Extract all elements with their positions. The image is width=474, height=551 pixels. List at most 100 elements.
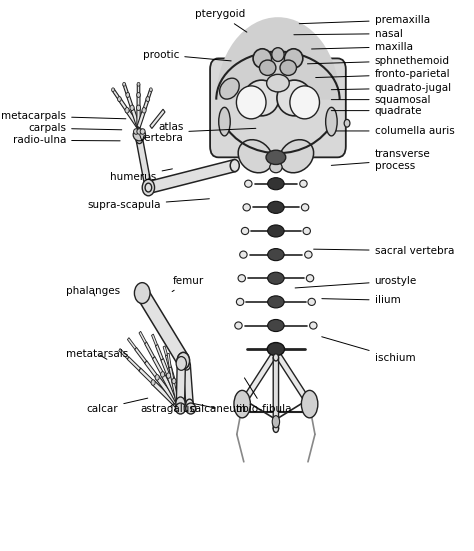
Ellipse shape — [219, 107, 230, 136]
Ellipse shape — [280, 60, 296, 75]
FancyBboxPatch shape — [152, 381, 183, 413]
FancyBboxPatch shape — [128, 338, 136, 349]
FancyBboxPatch shape — [153, 356, 164, 375]
Ellipse shape — [136, 285, 148, 301]
Text: ilium: ilium — [322, 295, 401, 305]
Ellipse shape — [268, 320, 284, 332]
Ellipse shape — [268, 225, 284, 237]
Ellipse shape — [186, 403, 196, 414]
Text: pterygoid: pterygoid — [195, 9, 247, 32]
Ellipse shape — [273, 425, 279, 433]
Ellipse shape — [149, 88, 152, 91]
Ellipse shape — [135, 283, 150, 304]
FancyBboxPatch shape — [145, 361, 158, 379]
FancyBboxPatch shape — [169, 367, 180, 409]
Ellipse shape — [268, 296, 284, 308]
Ellipse shape — [235, 322, 242, 329]
Ellipse shape — [133, 129, 146, 141]
Ellipse shape — [240, 251, 247, 258]
Ellipse shape — [303, 228, 310, 235]
Ellipse shape — [301, 390, 318, 418]
FancyBboxPatch shape — [118, 98, 128, 112]
Ellipse shape — [186, 399, 193, 409]
FancyBboxPatch shape — [130, 107, 140, 128]
Ellipse shape — [244, 80, 279, 116]
Ellipse shape — [344, 120, 350, 127]
Wedge shape — [216, 17, 340, 100]
Text: atlas
vertebra: atlas vertebra — [138, 122, 256, 143]
Text: metacarpals: metacarpals — [1, 111, 126, 121]
Ellipse shape — [273, 354, 279, 361]
FancyBboxPatch shape — [137, 108, 140, 127]
FancyBboxPatch shape — [137, 288, 188, 366]
Ellipse shape — [272, 415, 280, 428]
Text: sacral vertebra: sacral vertebra — [314, 246, 454, 256]
Text: supra-scapula: supra-scapula — [87, 199, 210, 210]
FancyBboxPatch shape — [152, 334, 157, 345]
Ellipse shape — [300, 180, 307, 187]
Ellipse shape — [238, 275, 246, 282]
Text: femur: femur — [172, 276, 204, 291]
Ellipse shape — [284, 49, 303, 68]
Text: urostyle: urostyle — [295, 276, 417, 288]
FancyBboxPatch shape — [169, 366, 175, 382]
Text: metatarsals: metatarsals — [66, 349, 128, 359]
FancyBboxPatch shape — [139, 368, 154, 384]
Ellipse shape — [268, 249, 284, 261]
Ellipse shape — [140, 129, 145, 134]
Text: humerus: humerus — [110, 169, 173, 182]
Ellipse shape — [306, 275, 314, 282]
Ellipse shape — [219, 78, 239, 99]
Ellipse shape — [125, 107, 129, 113]
Ellipse shape — [259, 60, 276, 75]
FancyBboxPatch shape — [126, 109, 140, 128]
FancyBboxPatch shape — [155, 344, 163, 360]
Ellipse shape — [183, 360, 191, 370]
FancyBboxPatch shape — [167, 353, 171, 368]
Ellipse shape — [130, 105, 134, 111]
FancyBboxPatch shape — [123, 84, 129, 96]
Ellipse shape — [241, 228, 249, 235]
Ellipse shape — [175, 403, 185, 414]
Ellipse shape — [268, 201, 284, 213]
FancyBboxPatch shape — [172, 380, 184, 412]
Ellipse shape — [279, 140, 314, 173]
FancyBboxPatch shape — [119, 349, 128, 359]
Text: carpals: carpals — [28, 123, 122, 133]
FancyBboxPatch shape — [112, 89, 120, 100]
Text: phalanges: phalanges — [66, 286, 120, 296]
Ellipse shape — [234, 390, 250, 418]
Text: calcaneum: calcaneum — [190, 403, 246, 413]
Ellipse shape — [155, 375, 159, 380]
Text: radio-ulna: radio-ulna — [13, 136, 120, 145]
Ellipse shape — [272, 48, 284, 61]
FancyBboxPatch shape — [156, 376, 184, 413]
FancyBboxPatch shape — [137, 110, 146, 128]
FancyBboxPatch shape — [210, 58, 346, 158]
Text: quadrato-jugal: quadrato-jugal — [331, 83, 452, 93]
FancyBboxPatch shape — [150, 109, 165, 128]
FancyBboxPatch shape — [139, 331, 146, 344]
Text: ischium: ischium — [322, 337, 415, 363]
Ellipse shape — [144, 181, 153, 193]
Ellipse shape — [310, 322, 317, 329]
Ellipse shape — [161, 371, 164, 377]
FancyBboxPatch shape — [161, 359, 170, 376]
Ellipse shape — [266, 150, 286, 165]
Ellipse shape — [176, 397, 185, 409]
FancyBboxPatch shape — [274, 349, 311, 407]
Text: transverse
process: transverse process — [331, 149, 430, 171]
Ellipse shape — [177, 353, 190, 369]
FancyBboxPatch shape — [165, 355, 171, 368]
Ellipse shape — [172, 379, 176, 384]
FancyBboxPatch shape — [127, 356, 140, 371]
Text: tibio-fibula: tibio-fibula — [235, 378, 292, 413]
Ellipse shape — [142, 107, 146, 113]
Ellipse shape — [307, 401, 312, 408]
Text: columella auris: columella auris — [336, 126, 455, 136]
Ellipse shape — [290, 86, 319, 119]
Ellipse shape — [146, 96, 150, 101]
Ellipse shape — [305, 251, 312, 258]
Text: squamosal: squamosal — [331, 95, 431, 105]
Ellipse shape — [267, 74, 289, 92]
